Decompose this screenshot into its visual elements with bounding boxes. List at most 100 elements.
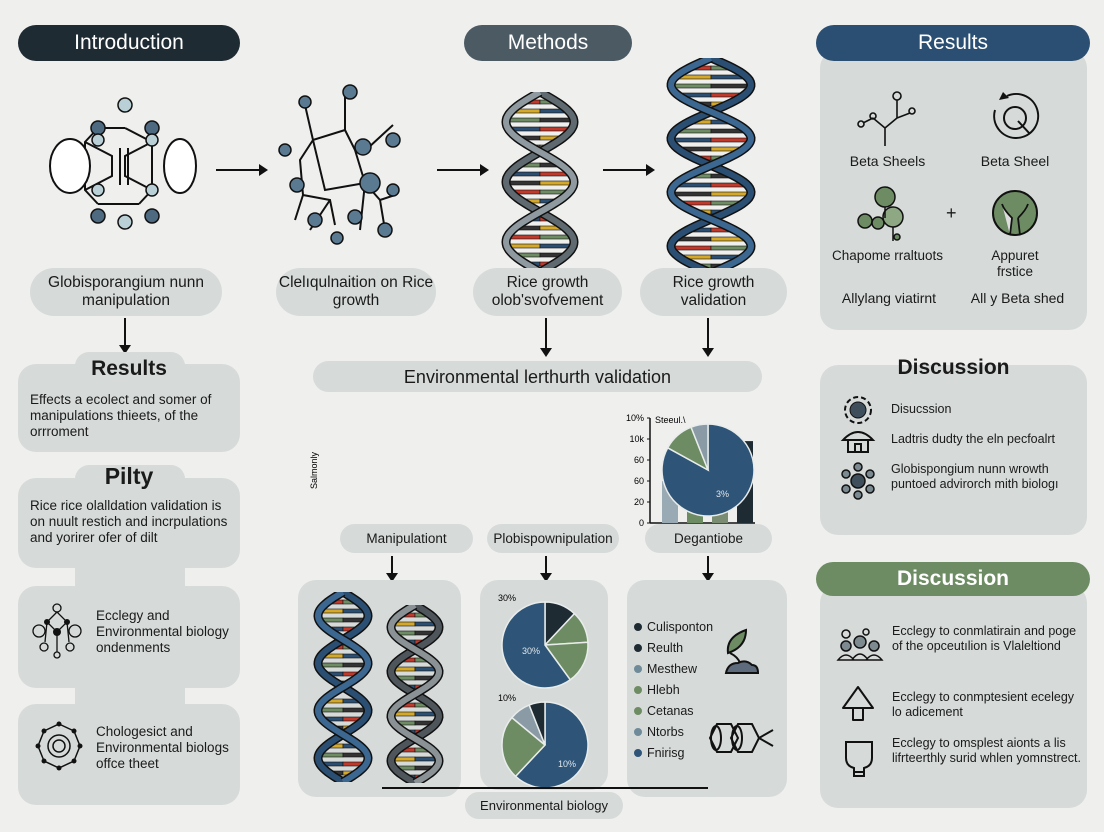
flow-pill-rice-validation: Rice growth validation [640,268,787,316]
pie-label-outside: 10% [498,693,516,703]
legend-item: Hlebh [634,679,713,700]
flow-arrow-down [702,556,714,582]
pie-slice [501,716,547,778]
chart-label-1: Manipulationt [340,524,473,553]
lightbulb-icon [845,741,873,777]
tree-icon [992,190,1038,236]
chart-label-2: Plobispownipulation [487,524,619,553]
legend-item: Mesthew [634,658,713,679]
legend: Culisponton Reulth Mesthew Hlebh Cetanas Ntor… [634,616,713,763]
dna-base-pair [505,180,541,186]
legend-label: Mesthew [647,661,698,676]
result-footer-1: Allylang viatirnt [841,290,937,306]
target-icon [844,396,872,424]
flow-arrow [216,164,268,176]
dna-base-pair [539,180,575,186]
pie-label-inside: 30% [522,646,540,656]
flow-arrow-down [540,556,552,582]
flow-arrow-down [119,318,131,354]
pie-slice [514,701,589,789]
results-header: Results [816,25,1090,61]
legend-dot [634,748,642,757]
environmental-biology-pill: Environmental biology [465,792,623,819]
molecule-icon [32,603,82,659]
panel-tab [75,352,185,382]
dna-base-pair [710,137,752,143]
dna-helix-gray [501,92,579,272]
legend-item: Culisponton [634,616,713,637]
charts-area: 020606010k10%Salmonly01k2k5k3k4kSteeul.\… [309,413,755,528]
legend-item: Cetanas [634,700,713,721]
flow-arrow-down [386,556,398,582]
discussion-green-item-2: Ecclegy to conmptesient ecelegy lo adice… [892,690,1075,719]
results-left-title: Results [91,357,167,380]
molecule-illustration-1 [49,97,197,230]
discussion-green-item-1: Ecclegy to conmlatirain and poge of the … [892,624,1077,653]
ecology-text: Ecclegy and Environmental biology ondenm… [96,608,229,655]
y-tick-label: 20 [634,497,644,507]
dna-base-pair [670,191,712,197]
discussion-green-item-3: Ecclegy to omsplest aionts a lis lifrtee… [892,736,1081,765]
dna-strand [502,92,578,272]
pie-label-outside: 30% [498,593,516,603]
environmental-validation-pill: Environmental lerthurth validation [313,361,762,392]
legend-dot [634,643,642,652]
legend-label: Reulth [647,640,684,655]
discussion-item-2: Ladtris dudty the eln pecfoalrt [891,432,1055,446]
hexagon-molecule-icon [708,723,774,753]
flow-arrow [603,164,655,176]
legend-dot [634,685,642,694]
legend-panel [627,580,787,797]
methods-header: Methods [464,25,632,61]
plant-cluster-icon [857,186,904,241]
y-tick-label: 10% [626,413,644,423]
dna-strand [387,605,443,783]
dna-base-pair [670,137,712,143]
flow-arrow-down [702,318,714,357]
network-icon [841,462,875,500]
chologesict-panel [18,704,240,805]
legend-dot [634,727,642,736]
y-tick-label: 0 [639,518,644,528]
discussion-item-1: Disucssion [891,402,952,416]
hut-icon [840,431,876,453]
result-label-2: Beta Sheel [980,153,1050,169]
dna-helix-blue-small [313,592,373,782]
discussion-panel [820,365,1087,535]
y-tick-label: 10k [629,434,644,444]
dna-strand [314,592,372,782]
people-group-icon [836,628,884,661]
plus-sign: + [946,203,957,223]
y-axis-label: Salmonly [309,451,319,489]
legend-label: Hlebh [647,682,680,697]
chologesict-text: Chologesict and Environmental biologs of… [96,724,229,771]
y-tick-label: 60 [634,455,644,465]
pies-area: 30% 30% 10% 10% [498,593,589,789]
panel-tab [75,465,185,495]
result-label-1: Beta Sheels [849,153,926,169]
flow-pill-rice-involvement: Rice growth olob'svofvement [473,268,622,316]
legend-dot [634,706,642,715]
pilty-title: Pilty [104,463,154,489]
pilty-text: Rice rice olalldation validation is on n… [30,498,228,545]
pie-label-inside: 10% [558,759,576,769]
dna-base-pair [710,191,752,197]
dna-helix-gray-small [386,605,444,783]
molecule-illustration-2 [278,84,401,245]
flow-pill-manipulation: Globisporangium nunn manipulation [30,268,222,316]
dna-base-pair [539,117,574,123]
legend-label: Culisponton [647,619,714,634]
result-label-3: Chapome rraltuots [831,248,944,263]
legend-label: Cetanas [647,703,694,718]
pie-slice [528,701,546,746]
legend-item: Ntorbs [634,721,713,742]
introduction-header: Introduction [18,25,240,61]
flow-arrow-down [540,318,552,357]
dna-helix-blue [666,58,756,273]
pie-slice [501,601,572,689]
gear-molecule-icon [35,721,83,771]
mushroom-icon [842,686,874,721]
results-panel [820,50,1087,330]
dna-base-pair [506,117,541,123]
flow-arrow [437,164,489,176]
